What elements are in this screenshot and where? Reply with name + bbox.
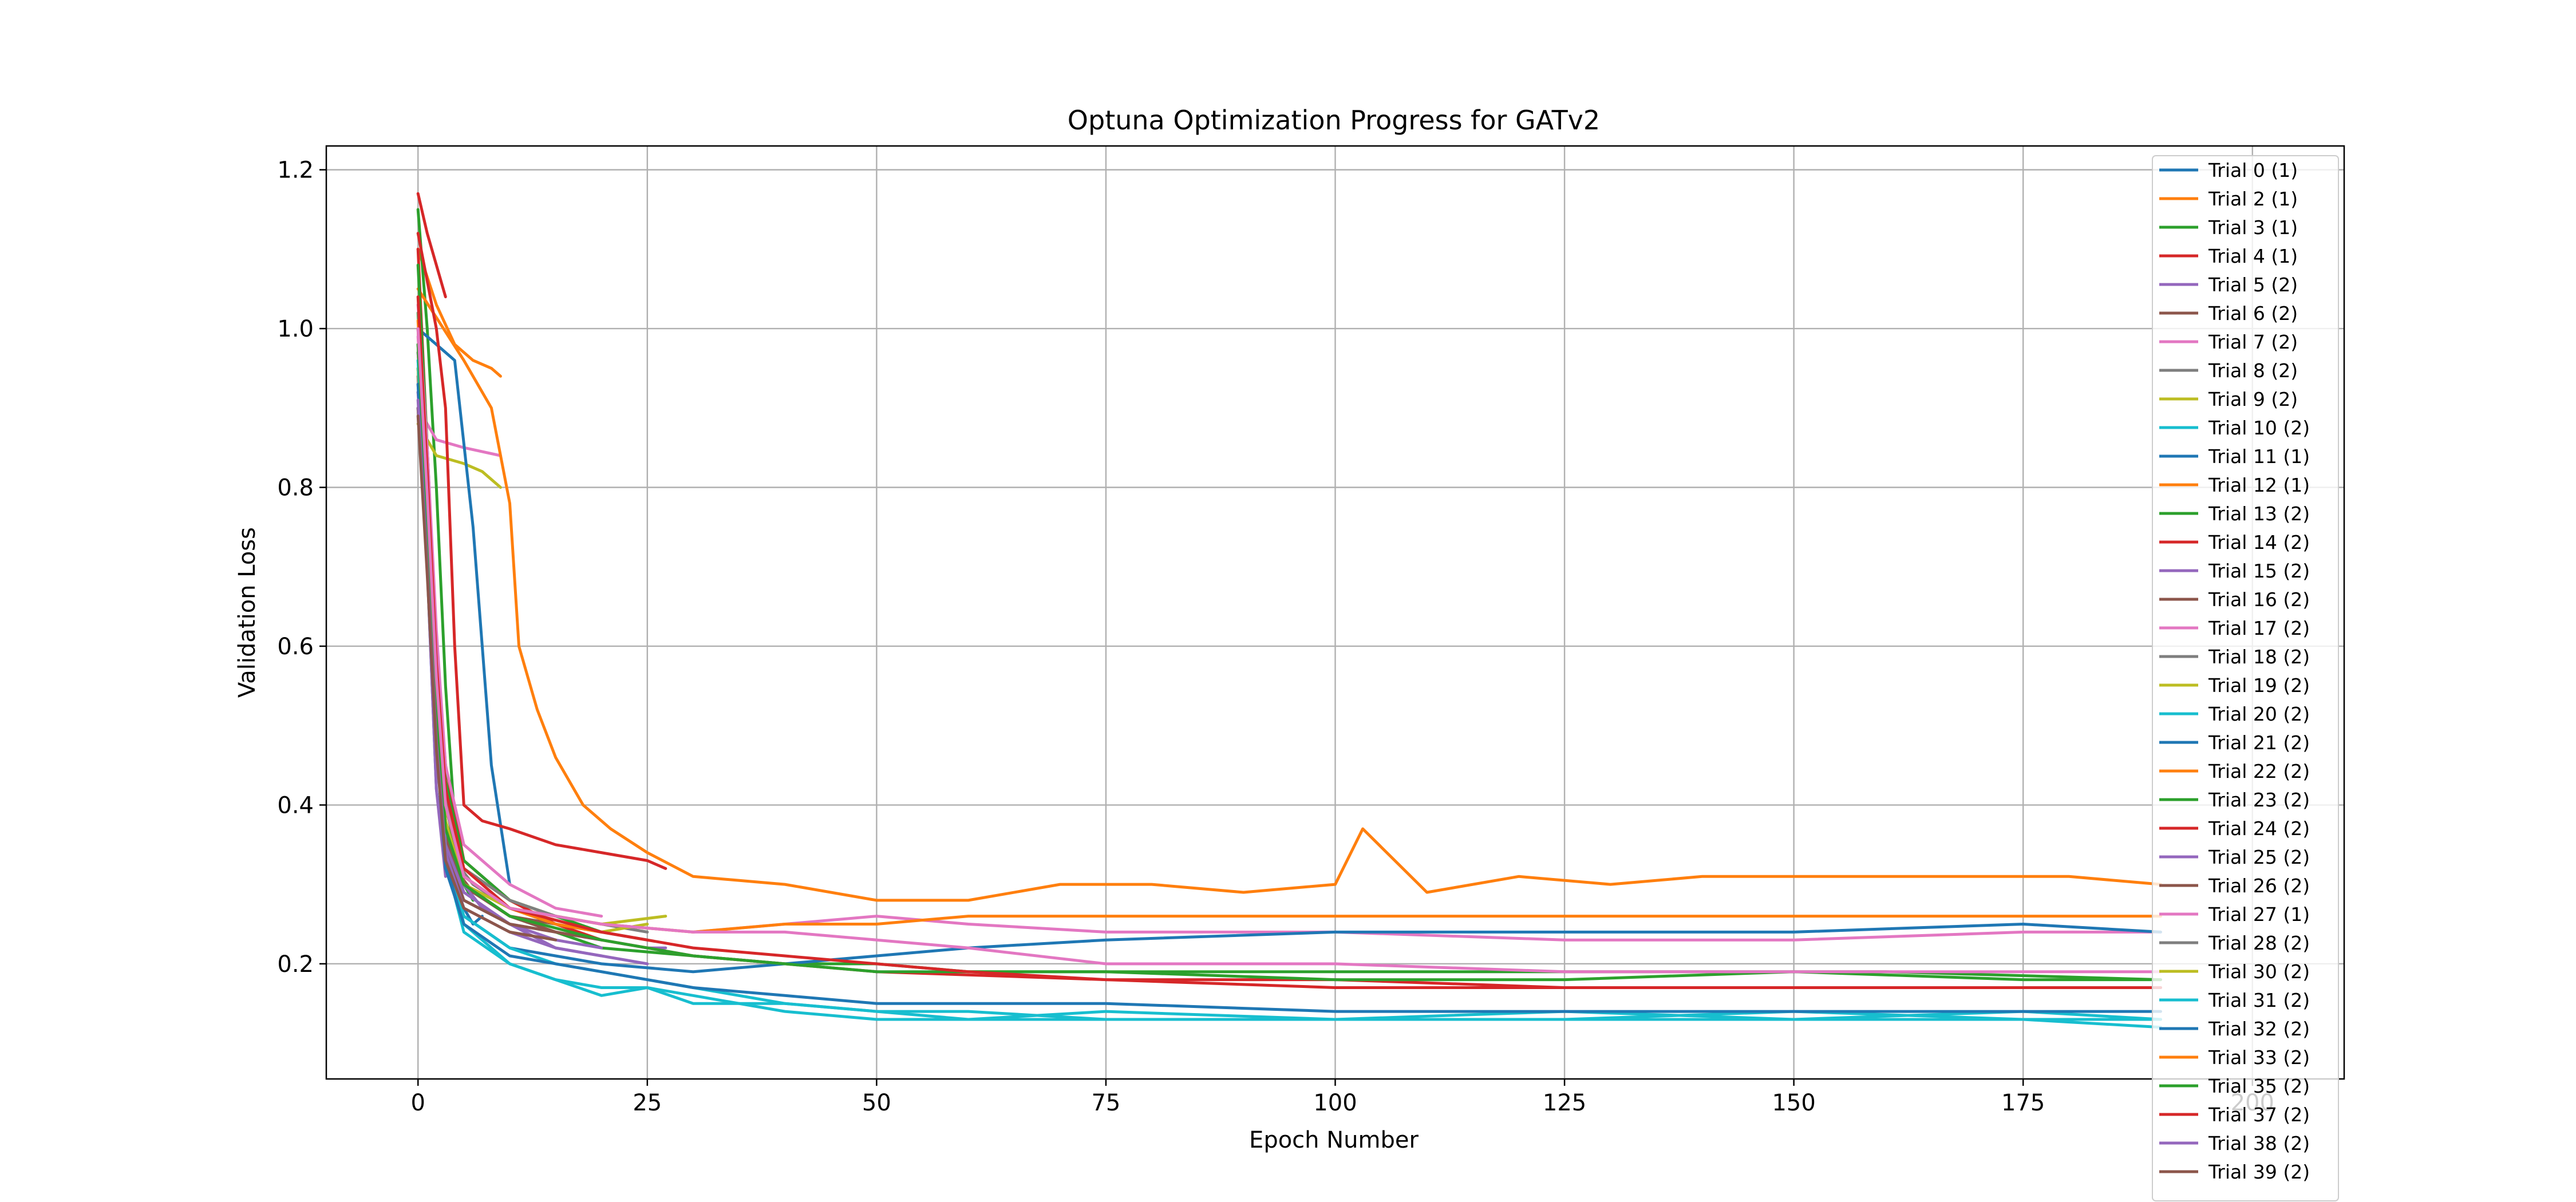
x-tick-label: 25 — [633, 1090, 662, 1116]
legend-entry: Trial 23 (2) — [2208, 789, 2310, 811]
legend-entry: Trial 6 (2) — [2208, 302, 2298, 325]
y-ticks: 0.2 0.4 0.6 0.8 1.0 1.2 — [277, 157, 326, 978]
x-tick-label: 175 — [2001, 1090, 2045, 1116]
series-line-9 — [416, 351, 2162, 1021]
legend-entry: Trial 32 (2) — [2208, 1018, 2310, 1040]
legend-entry: Trial 8 (2) — [2208, 359, 2298, 382]
y-tick-label: 0.2 — [277, 951, 314, 978]
series-line-32 — [416, 343, 2162, 982]
legend-entry: Trial 18 (2) — [2208, 646, 2310, 668]
series-line-23 — [416, 232, 667, 870]
series-line-21 — [416, 327, 2162, 934]
series-lines — [416, 192, 2162, 1029]
legend-entry: Trial 19 (2) — [2208, 674, 2310, 697]
chart-title: Optuna Optimization Progress for GATv2 — [1068, 105, 1600, 136]
legend: Trial 0 (1) Trial 2 (1) Trial 3 (1) Trial 4… — [2152, 155, 2339, 1201]
legend-entry: Trial 30 (2) — [2208, 960, 2310, 983]
legend-entry: Trial 37 (2) — [2208, 1104, 2310, 1126]
legend-entry: Trial 14 (2) — [2208, 531, 2310, 553]
legend-entry: Trial 20 (2) — [2208, 703, 2310, 725]
legend-entry: Trial 25 (2) — [2208, 846, 2310, 868]
legend-entry: Trial 2 (1) — [2208, 188, 2298, 210]
legend-entry: Trial 7 (2) — [2208, 331, 2298, 353]
legend-box — [2152, 155, 2339, 1201]
legend-entry: Trial 38 (2) — [2208, 1132, 2310, 1154]
y-tick-label: 1.2 — [277, 157, 314, 184]
legend-entry: Trial 39 (2) — [2208, 1161, 2310, 1183]
series-line-35 — [416, 414, 558, 942]
legend-entry: Trial 3 (1) — [2208, 216, 2298, 239]
legend-entry: Trial 12 (1) — [2208, 474, 2310, 496]
legend-entry: Trial 16 (2) — [2208, 588, 2310, 611]
series-line-36 — [416, 327, 2162, 974]
series-line-3 — [416, 192, 447, 299]
series-line-10 — [416, 327, 511, 886]
legend-entry: Trial 27 (1) — [2208, 903, 2310, 926]
y-axis-label: Validation Loss — [234, 527, 260, 698]
legend-entry: Trial 13 (2) — [2208, 503, 2310, 525]
legend-entry: Trial 22 (2) — [2208, 760, 2310, 782]
legend-entry: Trial 11 (1) — [2208, 445, 2310, 468]
series-line-27 — [416, 351, 558, 918]
series-line-8 — [416, 422, 502, 489]
x-tick-label: 125 — [1543, 1090, 1586, 1116]
legend-entry: Trial 15 (2) — [2208, 560, 2310, 582]
series-line-6 — [416, 406, 502, 457]
x-tick-label: 50 — [862, 1090, 891, 1116]
y-tick-label: 0.6 — [277, 634, 314, 660]
x-tick-label: 0 — [411, 1090, 425, 1116]
series-line-11 — [416, 287, 2162, 902]
legend-entry: Trial 9 (2) — [2208, 388, 2298, 410]
x-tick-label: 150 — [1772, 1090, 1815, 1116]
legend-entry: Trial 24 (2) — [2208, 817, 2310, 840]
series-line-33 — [416, 295, 2162, 989]
legend-entry: Trial 33 (2) — [2208, 1046, 2310, 1069]
legend-entry: Trial 21 (2) — [2208, 732, 2310, 754]
x-tick-label: 100 — [1313, 1090, 1357, 1116]
legend-entry: Trial 26 (2) — [2208, 875, 2310, 897]
legend-entry: Trial 31 (2) — [2208, 989, 2310, 1011]
series-line-16 — [416, 335, 2162, 942]
x-ticks: 0255075100125150175200 — [411, 1079, 2274, 1116]
x-tick-label: 75 — [1091, 1090, 1120, 1116]
grid — [326, 146, 2344, 1079]
legend-entry: Trial 5 (2) — [2208, 274, 2298, 296]
x-axis-label: Epoch Number — [1249, 1127, 1419, 1153]
y-tick-label: 1.0 — [277, 316, 314, 342]
legend-entry: Trial 35 (2) — [2208, 1075, 2310, 1097]
legend-entry: Trial 0 (1) — [2208, 159, 2298, 181]
legend-entry: Trial 4 (1) — [2208, 245, 2298, 267]
series-line-1 — [416, 247, 502, 378]
legend-entry: Trial 17 (2) — [2208, 617, 2310, 639]
y-tick-label: 0.4 — [277, 792, 314, 819]
series-line-29 — [416, 359, 2162, 1021]
legend-entry: Trial 28 (2) — [2208, 932, 2310, 954]
legend-entry: Trial 10 (2) — [2208, 417, 2310, 439]
y-tick-label: 0.8 — [277, 475, 314, 501]
